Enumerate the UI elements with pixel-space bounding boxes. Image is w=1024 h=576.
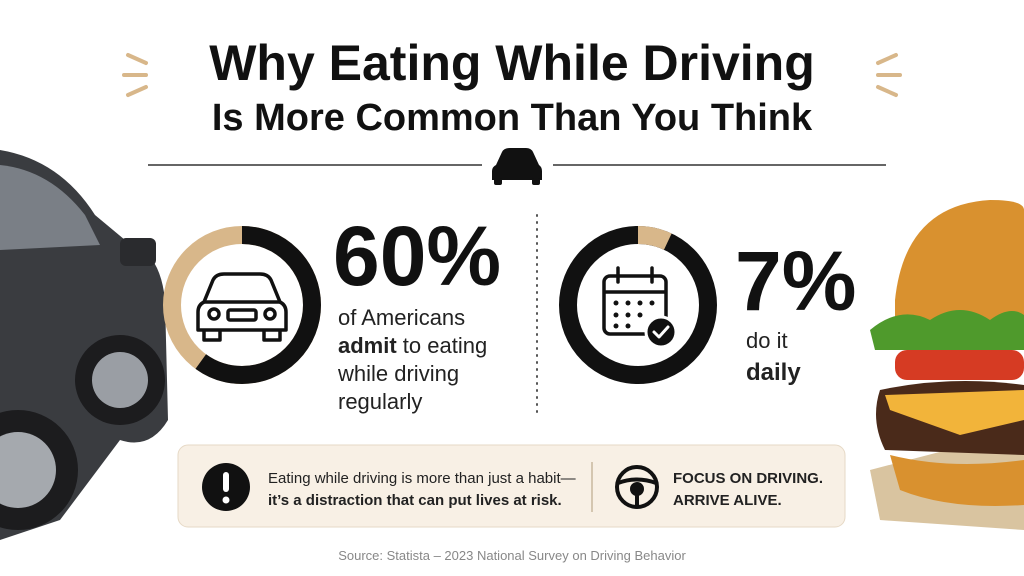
stat-caption: of Americans bbox=[338, 305, 465, 330]
title: Why Eating While Driving bbox=[209, 35, 815, 91]
warning-icon bbox=[223, 472, 229, 492]
steering-wheel-icon bbox=[615, 465, 659, 509]
stat-caption: while driving bbox=[337, 361, 459, 386]
subtitle: Is More Common Than You Think bbox=[212, 97, 813, 139]
donut-arc bbox=[163, 226, 321, 384]
stat-caption: regularly bbox=[338, 389, 422, 414]
stat-caption: admit to eating bbox=[338, 333, 487, 358]
warning-icon bbox=[222, 496, 230, 504]
burger-illustration bbox=[870, 200, 1024, 530]
source: Source: Statista – 2023 National Survey … bbox=[338, 548, 686, 563]
donut-arc bbox=[559, 226, 717, 384]
donut-track bbox=[559, 226, 717, 384]
stat-caption: daily bbox=[746, 359, 801, 386]
slogan: ARRIVE ALIVE. bbox=[673, 492, 782, 509]
callout-text: Eating while driving is more than just a… bbox=[268, 470, 576, 487]
stat-value: 60% bbox=[333, 209, 501, 303]
callout-text: it’s a distraction that can put lives at… bbox=[268, 492, 562, 509]
car-illustration bbox=[0, 150, 168, 540]
stat-caption: do it bbox=[746, 328, 788, 353]
car-icon bbox=[492, 148, 542, 185]
stat-value: 7% bbox=[735, 234, 856, 328]
calendar-icon bbox=[602, 266, 678, 349]
slogan: FOCUS ON DRIVING. bbox=[673, 470, 823, 487]
callout-box bbox=[177, 444, 846, 528]
car-outline-icon bbox=[196, 272, 288, 342]
sparkles bbox=[122, 53, 902, 97]
